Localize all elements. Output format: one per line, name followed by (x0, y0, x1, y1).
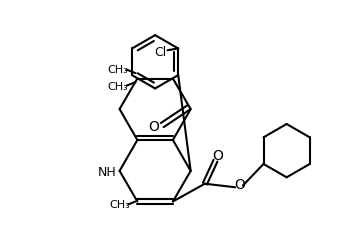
Text: O: O (149, 120, 159, 134)
Text: NH: NH (98, 166, 117, 179)
Text: O: O (234, 179, 245, 192)
Text: CH₃: CH₃ (107, 82, 128, 93)
Text: CH₃: CH₃ (107, 65, 128, 75)
Text: CH₃: CH₃ (109, 200, 130, 210)
Text: Cl: Cl (154, 46, 167, 59)
Text: O: O (213, 149, 224, 163)
